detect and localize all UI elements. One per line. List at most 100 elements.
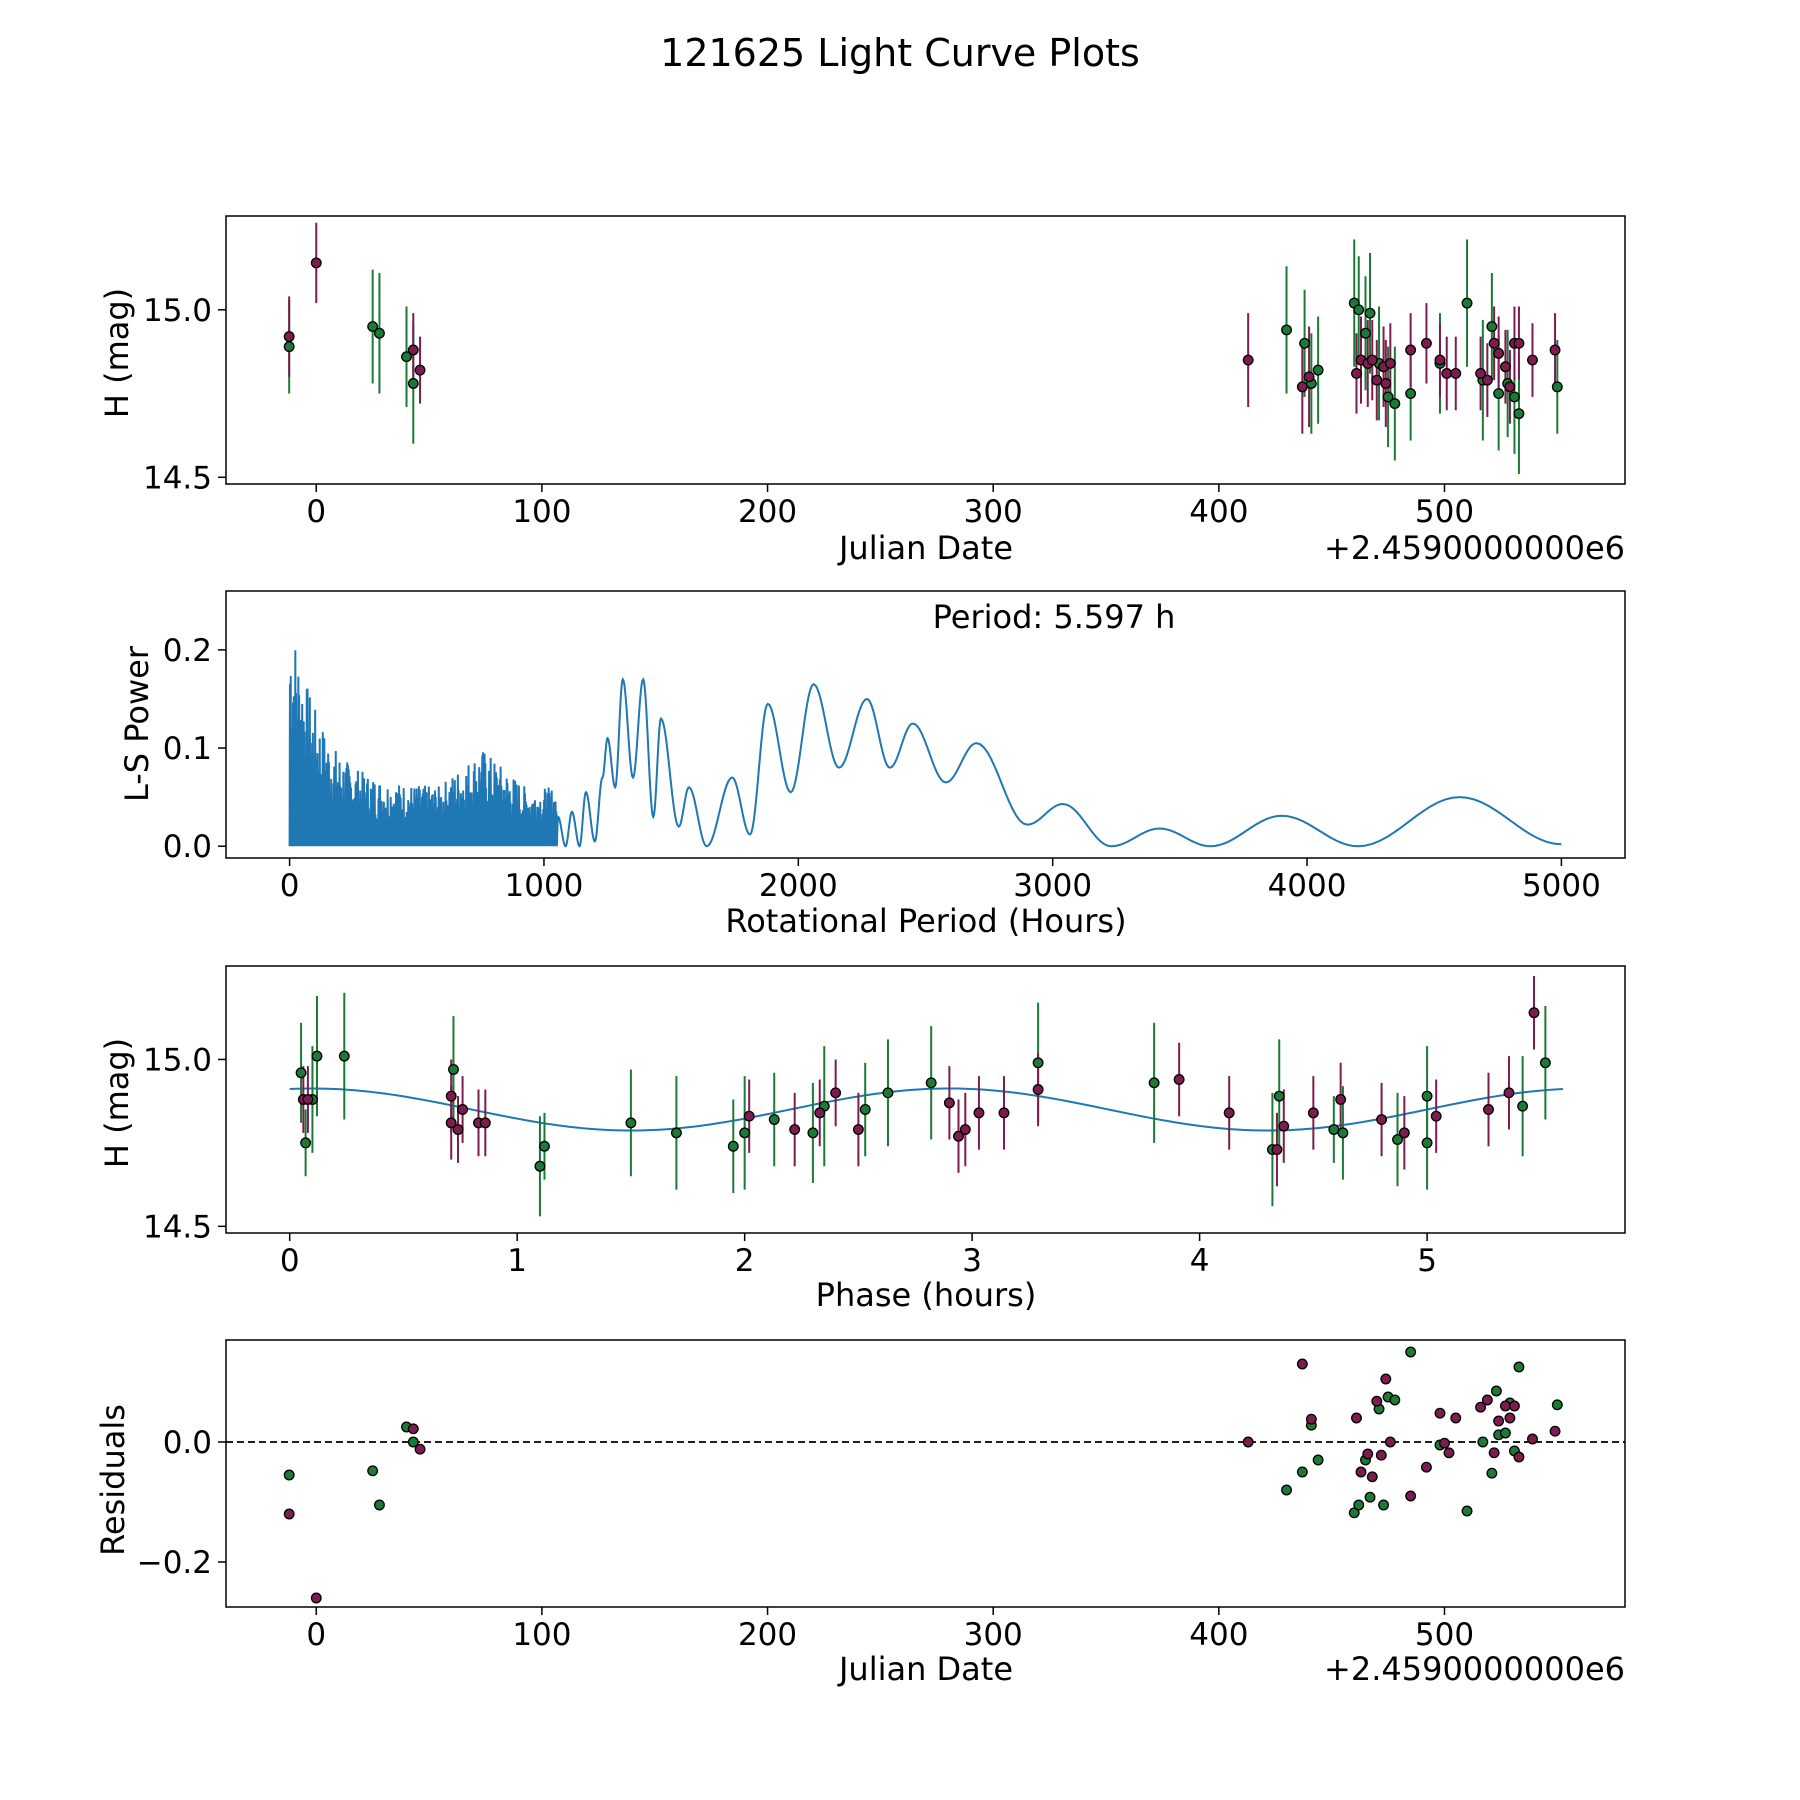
residuals-point-purple — [1384, 1436, 1396, 1448]
residuals-ylabel: Residuals — [94, 1404, 132, 1556]
phased-point-purple — [302, 1094, 314, 1105]
phased-point-green — [311, 1050, 323, 1062]
phased-point-green — [1539, 1057, 1551, 1069]
lightcurve-point-green — [407, 378, 419, 389]
lightcurve-point-green — [367, 321, 379, 333]
lightcurve-point-green — [1281, 324, 1292, 336]
lightcurve-point-green — [1312, 364, 1324, 376]
phased-point-green — [739, 1127, 751, 1139]
residuals-point-green — [1378, 1499, 1390, 1511]
residuals-point-purple — [1527, 1433, 1538, 1445]
phased-point-green — [670, 1127, 682, 1139]
phased-point-green — [1517, 1100, 1529, 1112]
phased-xtick-label: 1 — [507, 1243, 527, 1279]
phased-point-green — [727, 1140, 739, 1152]
phased-xtick-label: 0 — [280, 1243, 300, 1279]
phased-point-green — [859, 1104, 871, 1115]
periodogram-axes-frame — [225, 590, 1626, 859]
periodogram-ylabel: L-S Power — [118, 645, 156, 802]
lightcurve-point-purple — [310, 257, 322, 269]
lightcurve-point-green — [1382, 391, 1394, 403]
lightcurve-ytick-label: 15.0 — [143, 293, 212, 329]
phased-point-green — [807, 1127, 819, 1139]
phased-point-green — [448, 1064, 459, 1075]
residuals-point-green — [1353, 1499, 1365, 1511]
residuals-point-purple — [1443, 1447, 1455, 1459]
lightcurve-xtick-label: 200 — [738, 494, 797, 530]
lightcurve-xtick-label: 400 — [1189, 494, 1248, 530]
lightcurve-point-purple — [1366, 354, 1378, 366]
residuals-point-purple — [1375, 1449, 1387, 1461]
phased-point-purple — [959, 1124, 971, 1135]
residuals-axes-frame — [225, 1339, 1626, 1608]
lightcurve-point-green — [373, 327, 385, 339]
phased-point-green — [539, 1140, 550, 1152]
phased-point-green — [1337, 1127, 1349, 1139]
phased-point-purple — [1278, 1120, 1290, 1132]
residuals-point-green — [1281, 1484, 1292, 1496]
phased-ytick-label: 14.5 — [143, 1209, 212, 1245]
phased-xtick-label: 3 — [962, 1243, 982, 1279]
residuals-point-purple — [1488, 1447, 1500, 1459]
residuals-xtick-label: 400 — [1189, 1617, 1248, 1653]
phased-point-green — [1392, 1134, 1403, 1146]
periodogram-power-line — [288, 650, 1562, 848]
residuals-point-purple — [1366, 1471, 1378, 1483]
lightcurve-point-green — [1364, 307, 1376, 319]
periodogram-xtick-label: 2000 — [759, 868, 838, 904]
lightcurve-point-purple — [1504, 381, 1516, 393]
lightcurve-point-green — [1513, 408, 1525, 420]
phased-point-purple — [479, 1117, 491, 1129]
phased-point-purple — [973, 1107, 985, 1119]
phased-point-purple — [1503, 1087, 1515, 1099]
lightcurve-point-purple — [1549, 344, 1561, 356]
phased-point-purple — [445, 1117, 457, 1129]
phased-point-green — [1421, 1137, 1433, 1149]
residuals-point-purple — [1351, 1412, 1362, 1424]
residuals-point-green — [1490, 1385, 1502, 1397]
periodogram-ytick-label: 0.0 — [163, 829, 212, 865]
residuals-point-purple — [1549, 1425, 1561, 1437]
periodogram-xtick-label: 5000 — [1522, 868, 1601, 904]
residuals-point-purple — [1450, 1412, 1462, 1424]
phased-point-purple — [1335, 1094, 1347, 1105]
periodogram-xtick-label: 0 — [280, 868, 300, 904]
phased-xtick-label: 2 — [735, 1243, 755, 1279]
phased-xtick-label: 4 — [1190, 1243, 1210, 1279]
residuals-x-offset: +2.4590000000e6 — [1324, 1650, 1625, 1688]
lightcurve-x-offset: +2.4590000000e6 — [1324, 529, 1625, 567]
residuals-point-purple — [1508, 1400, 1520, 1412]
figure-title: 121625 Light Curve Plots — [660, 31, 1140, 75]
residuals-point-purple — [1434, 1407, 1446, 1419]
residuals-xtick-label: 100 — [512, 1617, 571, 1653]
lightcurve-point-purple — [1493, 347, 1505, 359]
lightcurve-point-purple — [1371, 374, 1383, 386]
phased-panel: Phase (hours) H (mag) 0 1 2 3 4 5 14.5 15.0 — [98, 965, 1626, 1314]
phased-point-green — [1273, 1090, 1285, 1102]
residuals-xtick-label: 0 — [306, 1617, 326, 1653]
phased-point-purple — [1430, 1110, 1442, 1122]
phased-ytick-label: 15.0 — [143, 1042, 212, 1078]
residuals-point-purple — [1493, 1415, 1505, 1427]
residuals-ytick-label: −0.2 — [137, 1545, 212, 1581]
lightcurve-xtick-label: 100 — [512, 494, 571, 530]
lightcurve-ytick-label: 14.5 — [143, 460, 212, 496]
periodogram-panel: Rotational Period (Hours) L-S Power Peri… — [118, 590, 1626, 940]
lightcurve-point-purple — [1481, 374, 1493, 386]
lightcurve-point-purple — [1441, 368, 1453, 379]
lightcurve-point-purple — [1513, 337, 1525, 349]
residuals-point-purple — [1439, 1437, 1450, 1449]
periodogram-annotation: Period: 5.597 h — [933, 598, 1176, 636]
phased-point-purple — [1398, 1127, 1410, 1139]
lightcurve-point-green — [1493, 388, 1505, 400]
lightcurve-point-purple — [1384, 357, 1396, 369]
phased-point-purple — [1376, 1114, 1388, 1125]
residuals-point-green — [1312, 1454, 1324, 1466]
phased-point-green — [768, 1114, 780, 1125]
phased-point-green — [1148, 1077, 1160, 1089]
lightcurve-xlabel: Julian Date — [837, 529, 1013, 567]
residuals-point-green — [1405, 1346, 1417, 1358]
lightcurve-point-purple — [407, 344, 419, 356]
residuals-point-purple — [1481, 1394, 1493, 1406]
